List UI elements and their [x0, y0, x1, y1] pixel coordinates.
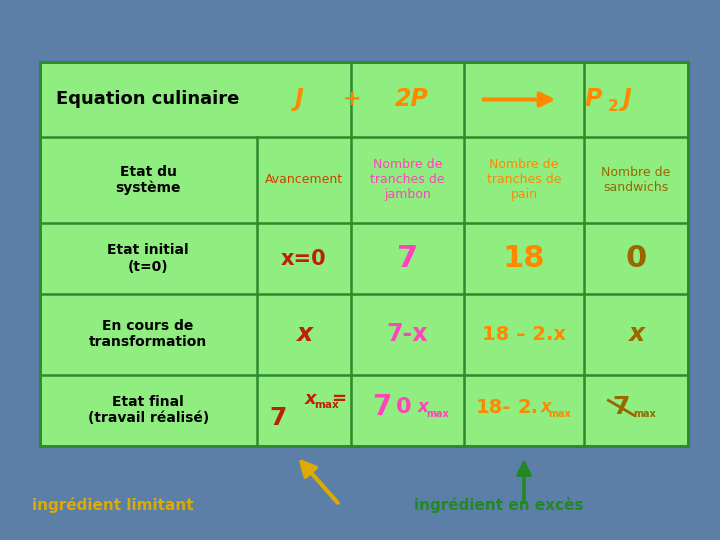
Text: 7: 7	[613, 395, 630, 420]
Text: 2: 2	[608, 99, 618, 114]
Text: En cours de
transformation: En cours de transformation	[89, 319, 207, 349]
Text: max: max	[315, 400, 339, 410]
Text: 18 – 2.x: 18 – 2.x	[482, 325, 566, 344]
Text: J: J	[623, 87, 631, 111]
Text: Avancement: Avancement	[264, 173, 343, 186]
Text: x: x	[540, 399, 551, 416]
Text: 2P: 2P	[395, 87, 428, 111]
Text: J: J	[295, 87, 304, 111]
Text: x: x	[418, 399, 428, 416]
Text: Nombre de
tranches de
jambon: Nombre de tranches de jambon	[370, 159, 444, 201]
Text: Etat initial
(t=0): Etat initial (t=0)	[107, 244, 189, 274]
Text: P: P	[584, 87, 601, 111]
Text: x: x	[628, 322, 644, 346]
Text: max: max	[549, 409, 572, 419]
Text: 7-x: 7-x	[387, 322, 428, 346]
Text: 7: 7	[270, 406, 287, 430]
Text: max: max	[426, 409, 449, 419]
Text: =: =	[330, 390, 346, 408]
Text: Etat du
système: Etat du système	[115, 165, 181, 195]
Text: 0: 0	[625, 244, 647, 273]
Text: +: +	[342, 90, 361, 110]
Text: Etat final
(travail réalisé): Etat final (travail réalisé)	[88, 395, 209, 425]
Text: ingrédient en excès: ingrédient en excès	[414, 497, 583, 513]
Text: 7: 7	[372, 393, 392, 421]
Text: 0: 0	[396, 397, 412, 417]
Text: 18: 18	[503, 244, 545, 273]
Text: max: max	[633, 409, 656, 420]
Text: Nombre de
tranches de
pain: Nombre de tranches de pain	[487, 159, 561, 201]
Bar	[40, 62, 688, 446]
Text: x=0: x=0	[281, 248, 326, 268]
Text: ingrédient limitant: ingrédient limitant	[32, 497, 194, 513]
Text: Nombre de
sandwichs: Nombre de sandwichs	[601, 166, 670, 194]
Text: Equation culinaire: Equation culinaire	[56, 91, 240, 109]
Text: x: x	[305, 390, 317, 408]
Text: 18-: 18-	[476, 398, 511, 417]
Text: 7: 7	[397, 244, 418, 273]
Text: x: x	[296, 322, 312, 346]
Text: 2.: 2.	[517, 398, 538, 417]
